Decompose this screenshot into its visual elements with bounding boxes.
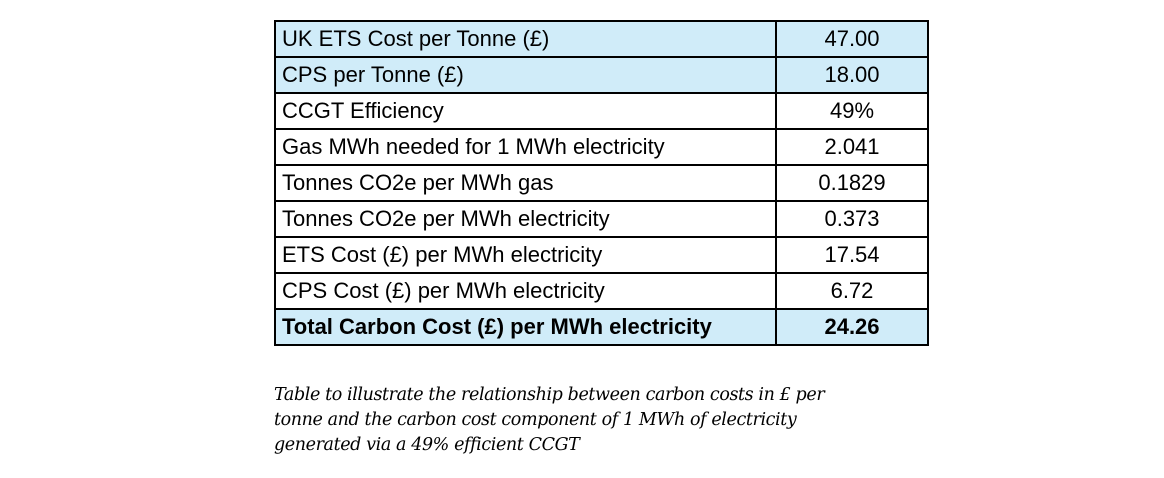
row-value: 6.72: [775, 272, 929, 310]
row-value: 0.373: [775, 200, 929, 238]
table-row-cps-cost-per-mwh: CPS Cost (£) per MWh electricity 6.72: [274, 272, 929, 310]
row-label: Tonnes CO2e per MWh electricity: [274, 200, 777, 238]
row-value: 49%: [775, 92, 929, 130]
carbon-cost-table: UK ETS Cost per Tonne (£) 47.00 CPS per …: [274, 20, 929, 346]
row-label: UK ETS Cost per Tonne (£): [274, 20, 777, 58]
row-label: Total Carbon Cost (£) per MWh electricit…: [274, 308, 777, 346]
row-value: 0.1829: [775, 164, 929, 202]
row-label: CPS per Tonne (£): [274, 56, 777, 94]
row-label: CPS Cost (£) per MWh electricity: [274, 272, 777, 310]
table-row-uk-ets-cost: UK ETS Cost per Tonne (£) 47.00: [274, 20, 929, 58]
row-value: 24.26: [775, 308, 929, 346]
row-label: CCGT Efficiency: [274, 92, 777, 130]
row-value: 18.00: [775, 56, 929, 94]
table-row-co2e-per-mwh-electricity: Tonnes CO2e per MWh electricity 0.373: [274, 200, 929, 238]
table-row-cps-per-tonne: CPS per Tonne (£) 18.00: [274, 56, 929, 94]
row-label: ETS Cost (£) per MWh electricity: [274, 236, 777, 274]
row-value: 17.54: [775, 236, 929, 274]
caption-line: tonne and the carbon cost component of 1…: [274, 410, 797, 430]
table-row-co2e-per-mwh-gas: Tonnes CO2e per MWh gas 0.1829: [274, 164, 929, 202]
table-row-gas-mwh-needed: Gas MWh needed for 1 MWh electricity 2.0…: [274, 128, 929, 166]
table-row-ets-cost-per-mwh: ETS Cost (£) per MWh electricity 17.54: [274, 236, 929, 274]
row-value: 47.00: [775, 20, 929, 58]
table-row-total-carbon-cost: Total Carbon Cost (£) per MWh electricit…: [274, 308, 929, 346]
table-caption: Table to illustrate the relationship bet…: [274, 383, 914, 458]
carbon-cost-table-container: UK ETS Cost per Tonne (£) 47.00 CPS per …: [274, 20, 929, 346]
row-value: 2.041: [775, 128, 929, 166]
row-label: Tonnes CO2e per MWh gas: [274, 164, 777, 202]
caption-line: generated via a 49% efficient CCGT: [274, 435, 580, 455]
table-row-ccgt-efficiency: CCGT Efficiency 49%: [274, 92, 929, 130]
row-label: Gas MWh needed for 1 MWh electricity: [274, 128, 777, 166]
caption-line: Table to illustrate the relationship bet…: [274, 385, 825, 405]
